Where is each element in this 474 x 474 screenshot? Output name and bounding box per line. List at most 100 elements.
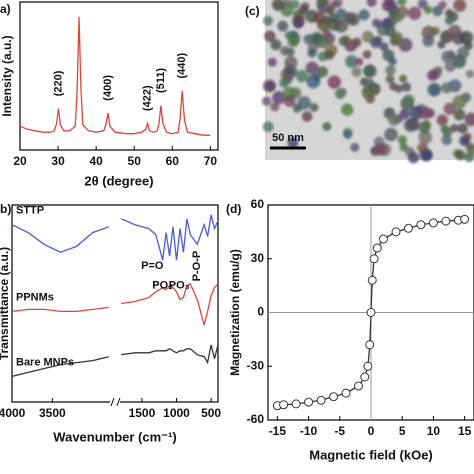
particle [343,130,353,139]
y-tick-label: 60 [251,197,265,211]
annotation: PO₂ [152,280,173,292]
panel-label: (c) [245,4,260,18]
particle [379,42,389,52]
particle [283,95,296,107]
particle [327,75,342,89]
particle [355,57,364,66]
particle [444,16,454,26]
x-tick-label: 1500 [129,406,156,420]
x-tick-label: 10 [427,424,441,438]
particle [463,132,472,141]
x-tick-label: -15 [269,424,287,438]
particle [385,74,395,84]
x-tick-label: 1000 [163,406,190,420]
panel-label: b) [0,202,11,216]
particle [401,82,412,92]
particle [384,25,396,37]
particle [382,49,395,62]
particle [263,15,274,26]
particle [417,0,428,9]
particle [314,34,329,49]
series-line [19,16,211,136]
y-tick-label: -30 [247,358,265,372]
particle [335,8,347,19]
particle [332,0,343,8]
particle [325,6,334,15]
annotation: P-O-P [191,251,203,282]
particle [262,121,274,133]
particle [421,25,436,40]
marker [366,308,376,317]
marker [279,400,289,410]
particle [328,13,339,24]
x-axis-label: Magnetic field (kOe) [309,447,433,462]
series-label: STTP [16,205,44,217]
particle [277,20,289,32]
particle [338,36,349,47]
particle [358,9,370,21]
marker [316,395,326,405]
particles [261,0,474,164]
marker [403,223,413,233]
annotation: P=O [141,260,164,272]
particle [266,81,276,91]
particle [270,102,280,112]
marker [391,227,401,237]
particle [316,0,326,5]
x-axis-label: 2θ (degree) [84,173,153,188]
annotation: (220) [52,70,64,96]
particle [457,123,468,134]
particle [284,66,293,75]
x-tick-label: 40 [89,154,103,168]
particle [316,17,331,32]
particle [324,50,335,60]
particle [427,82,442,97]
particle [363,65,375,77]
scale-bar-label: 50 nm [272,132,304,144]
particle [306,74,321,89]
particle [441,82,453,94]
particle [437,40,446,49]
marker [428,218,438,228]
particle [455,150,466,161]
particle [381,0,394,12]
particle [350,142,360,152]
marker [378,234,388,244]
particle [397,0,407,6]
series-label: PPNMs [16,291,54,303]
particle [384,127,398,142]
panel-label: a) [0,2,11,16]
x-tick-label: 3500 [39,406,66,420]
y-tick-label: 30 [251,251,265,265]
particle [452,95,467,109]
particle [361,30,374,43]
particle [440,124,449,134]
particle [394,12,404,22]
plot-frame [19,1,219,151]
particle [370,37,382,49]
particle [441,50,454,63]
particle [334,18,349,33]
particle [301,111,313,122]
particle [366,0,377,7]
particle [464,112,474,127]
particle [374,143,387,156]
particle [362,50,372,59]
annotation: (400) [102,75,114,101]
particle [389,82,398,91]
marker [369,254,379,264]
marker [291,399,301,409]
particle [398,37,413,52]
marker [354,381,364,391]
annotation: (440) [176,52,188,78]
marker [441,216,451,226]
particle [418,130,433,145]
x-axis-label: Wavenumber (cm⁻¹) [53,429,176,444]
marker [329,392,339,402]
particle [397,135,408,145]
particle [399,74,408,83]
annotation: PO₃ [169,280,190,292]
series-line [11,282,219,326]
marker [460,214,470,224]
